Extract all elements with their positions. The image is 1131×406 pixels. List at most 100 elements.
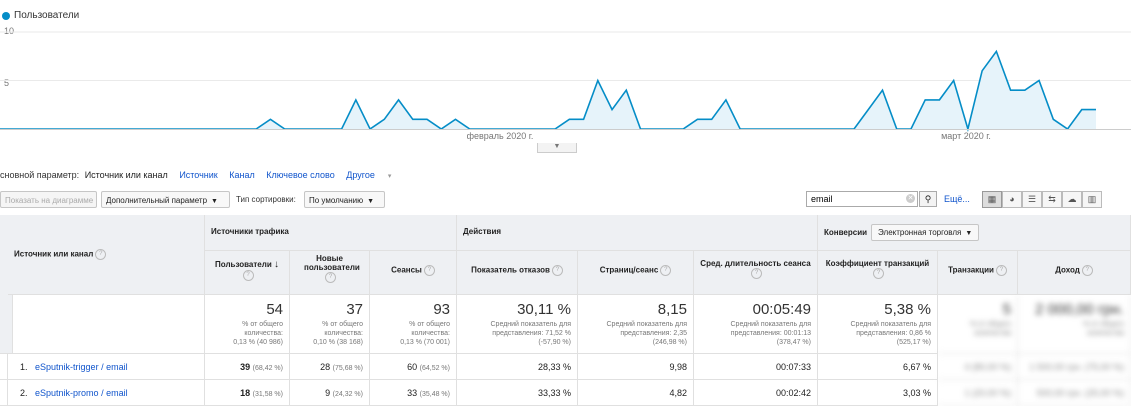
pages-per-session-cell: 4,82 bbox=[578, 380, 694, 406]
row-select-checkbox[interactable] bbox=[0, 380, 8, 406]
pie-view-icon[interactable]: ◕ bbox=[1002, 191, 1022, 208]
source-medium-link[interactable]: eSputnik-promo / email bbox=[35, 388, 128, 398]
col-conversion-rate-header[interactable]: Коэффициент транзакций? bbox=[818, 251, 938, 295]
col-bounce-rate-header[interactable]: Показатель отказов? bbox=[457, 251, 578, 295]
col-avg-duration-header[interactable]: Сред. длительность сеанса? bbox=[694, 251, 818, 295]
totals-subtext: Средний показатель для представления: 0,8… bbox=[850, 321, 932, 346]
pivot-view-icon[interactable]: ▥ bbox=[1082, 191, 1102, 208]
chevron-down-icon: ▼ bbox=[965, 230, 973, 237]
primary-dimension-label: сновной параметр: bbox=[0, 170, 80, 180]
col-users-header[interactable]: Пользователи ↓? bbox=[205, 251, 290, 295]
help-icon[interactable]: ? bbox=[325, 272, 336, 283]
dimension-other-dropdown[interactable]: Другое ▾ bbox=[346, 170, 392, 180]
advanced-filter-link[interactable]: Ещё... bbox=[944, 194, 970, 204]
help-icon[interactable]: ? bbox=[995, 265, 1007, 276]
totals-cell: 37 % от общего количества: 0,10 % (38 168) bbox=[290, 295, 370, 354]
row-index: 2. bbox=[20, 388, 28, 398]
search-button[interactable]: ⚲ bbox=[919, 191, 937, 207]
help-icon[interactable]: ? bbox=[551, 265, 563, 276]
y-tick-5: 5 bbox=[4, 78, 10, 88]
row-dimension-cell: 2. eSputnik-promo / email bbox=[8, 380, 205, 406]
help-icon[interactable]: ? bbox=[660, 265, 672, 276]
users-percent: (31,58 %) bbox=[252, 391, 283, 398]
chart-plot bbox=[0, 31, 1131, 133]
pages-per-session-value: 4,82 bbox=[669, 388, 687, 398]
comparison-view-icon[interactable]: ⇆ bbox=[1042, 191, 1062, 208]
conversion-rate-value: 6,67 % bbox=[902, 362, 931, 372]
totals-value: 2 000,00 грн. bbox=[1035, 301, 1124, 318]
help-icon[interactable]: ? bbox=[751, 268, 762, 279]
help-icon[interactable]: ? bbox=[873, 268, 884, 279]
new-users-cell: 28 (75,68 %) bbox=[290, 354, 370, 380]
acquisition-group-header: Источники трафика bbox=[205, 215, 457, 251]
source-medium-link[interactable]: eSputnik-trigger / email bbox=[35, 362, 128, 372]
secondary-dimension-dropdown[interactable]: Дополнительный параметр ▼ bbox=[101, 191, 230, 208]
legend-dot bbox=[2, 12, 10, 20]
users-cell: 18 (31,58 %) bbox=[205, 380, 290, 406]
dimension-source[interactable]: Источник bbox=[179, 170, 218, 180]
col-sessions-header[interactable]: Сеансы? bbox=[370, 251, 457, 295]
x-tick-march: март 2020 г. bbox=[941, 131, 991, 141]
chevron-down-icon: ▼ bbox=[211, 198, 218, 205]
help-icon[interactable]: ? bbox=[95, 249, 107, 260]
totals-cell: 93 % от общего количества: 0,13 % (70 001) bbox=[370, 295, 457, 354]
plot-rows-button[interactable]: Показать на диаграмме bbox=[0, 191, 97, 208]
totals-value: 5 bbox=[1002, 301, 1011, 318]
table-search-input[interactable] bbox=[806, 191, 918, 207]
col-pages-per-session-header[interactable]: Страниц/сеанс? bbox=[578, 251, 694, 295]
conversion-rate-cell: 6,67 % bbox=[818, 354, 938, 380]
performance-view-icon[interactable]: ☰ bbox=[1022, 191, 1042, 208]
revenue-value: 1 500,00 грн. (75,00 %) bbox=[1029, 362, 1124, 372]
new-users-value: 28 bbox=[320, 362, 331, 372]
sessions-value: 60 bbox=[407, 362, 418, 372]
legend-label: Пользователи bbox=[14, 10, 80, 21]
totals-subtext: % от общего количества bbox=[970, 321, 1011, 337]
bounce-rate-cell: 28,33 % bbox=[457, 354, 578, 380]
totals-cell: 30,11 % Средний показатель для представлен… bbox=[457, 295, 578, 354]
totals-cell: 8,15 Средний показатель для представления:… bbox=[578, 295, 694, 354]
users-percent: (68,42 %) bbox=[252, 365, 283, 372]
pages-per-session-cell: 9,98 bbox=[578, 354, 694, 380]
users-cell: 39 (68,42 %) bbox=[205, 354, 290, 380]
sort-type-label: Тип сортировки: bbox=[236, 195, 296, 204]
help-icon[interactable]: ? bbox=[423, 265, 435, 276]
totals-value: 93 bbox=[433, 301, 450, 318]
sessions-percent: (35,48 %) bbox=[419, 391, 450, 398]
col-revenue-header[interactable]: Доход? bbox=[1018, 251, 1131, 295]
dimension-header[interactable]: Источник или канал? bbox=[8, 215, 205, 295]
users-area-fill bbox=[0, 51, 1096, 129]
chart-collapse-toggle[interactable]: ▼ bbox=[537, 143, 577, 153]
totals-cell: 5 % от общего количества bbox=[938, 295, 1018, 354]
totals-subtext: Средний показатель для представления: 00:… bbox=[730, 321, 812, 346]
transactions-value: 1 (20,00 %) bbox=[964, 388, 1011, 398]
row-dimension-cell: 1. eSputnik-trigger / email bbox=[8, 354, 205, 380]
totals-cell: 5,38 % Средний показатель для представлени… bbox=[818, 295, 938, 354]
new-users-percent: (24,32 %) bbox=[332, 391, 363, 398]
pages-per-session-value: 9,98 bbox=[669, 362, 687, 372]
totals-subtext: Средний показатель для представления: 2,3… bbox=[606, 321, 688, 346]
row-select-checkbox[interactable] bbox=[0, 354, 8, 380]
dimension-keyword[interactable]: Ключевое слово bbox=[266, 170, 335, 180]
totals-subtext: Средний показатель для представления: 71,… bbox=[490, 321, 572, 346]
totals-cell: 00:05:49 Средний показатель для представле… bbox=[694, 295, 818, 354]
sessions-value: 33 bbox=[407, 388, 418, 398]
help-icon[interactable]: ? bbox=[1081, 265, 1093, 276]
x-tick-february: февраль 2020 г. bbox=[466, 131, 534, 141]
col-new-users-header[interactable]: Новые пользователи? bbox=[290, 251, 370, 295]
dimension-medium[interactable]: Канал bbox=[229, 170, 255, 180]
term-cloud-view-icon[interactable]: ☁ bbox=[1062, 191, 1082, 208]
avg-duration-cell: 00:02:42 bbox=[694, 380, 818, 406]
table-view-icon[interactable]: ▦ bbox=[982, 191, 1002, 208]
dimension-source-medium: Источник или канал bbox=[84, 170, 168, 180]
totals-subtext: % от общего количества: 0,13 % (40 986) bbox=[233, 321, 283, 346]
help-icon[interactable]: ? bbox=[242, 270, 254, 281]
avg-duration-cell: 00:07:33 bbox=[694, 354, 818, 380]
bounce-rate-cell: 33,33 % bbox=[457, 380, 578, 406]
conversion-type-dropdown[interactable]: Электронная торговля ▼ bbox=[871, 224, 980, 241]
y-tick-10: 10 bbox=[4, 26, 15, 36]
clear-search-icon[interactable]: ✕ bbox=[906, 194, 915, 203]
revenue-cell: 500,00 грн. (25,00 %) bbox=[1018, 380, 1131, 406]
totals-value: 54 bbox=[266, 301, 283, 318]
sort-type-dropdown[interactable]: По умолчанию ▼ bbox=[304, 191, 385, 208]
col-transactions-header[interactable]: Транзакции? bbox=[938, 251, 1018, 295]
